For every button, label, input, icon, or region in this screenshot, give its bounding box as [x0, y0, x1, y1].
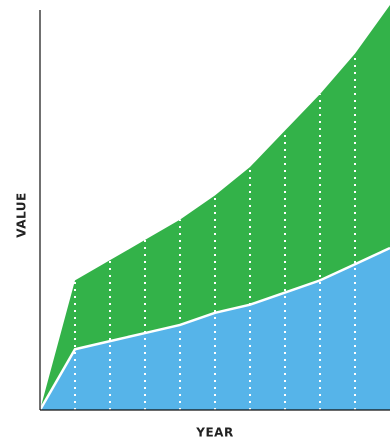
area: [40, 248, 390, 410]
boundary-line: [38, 246, 390, 411]
x-axis-label: YEAR: [195, 426, 233, 440]
plot-area: [38, 5, 390, 411]
y-axis-label: VALUE: [15, 192, 29, 237]
area: [40, 5, 390, 410]
